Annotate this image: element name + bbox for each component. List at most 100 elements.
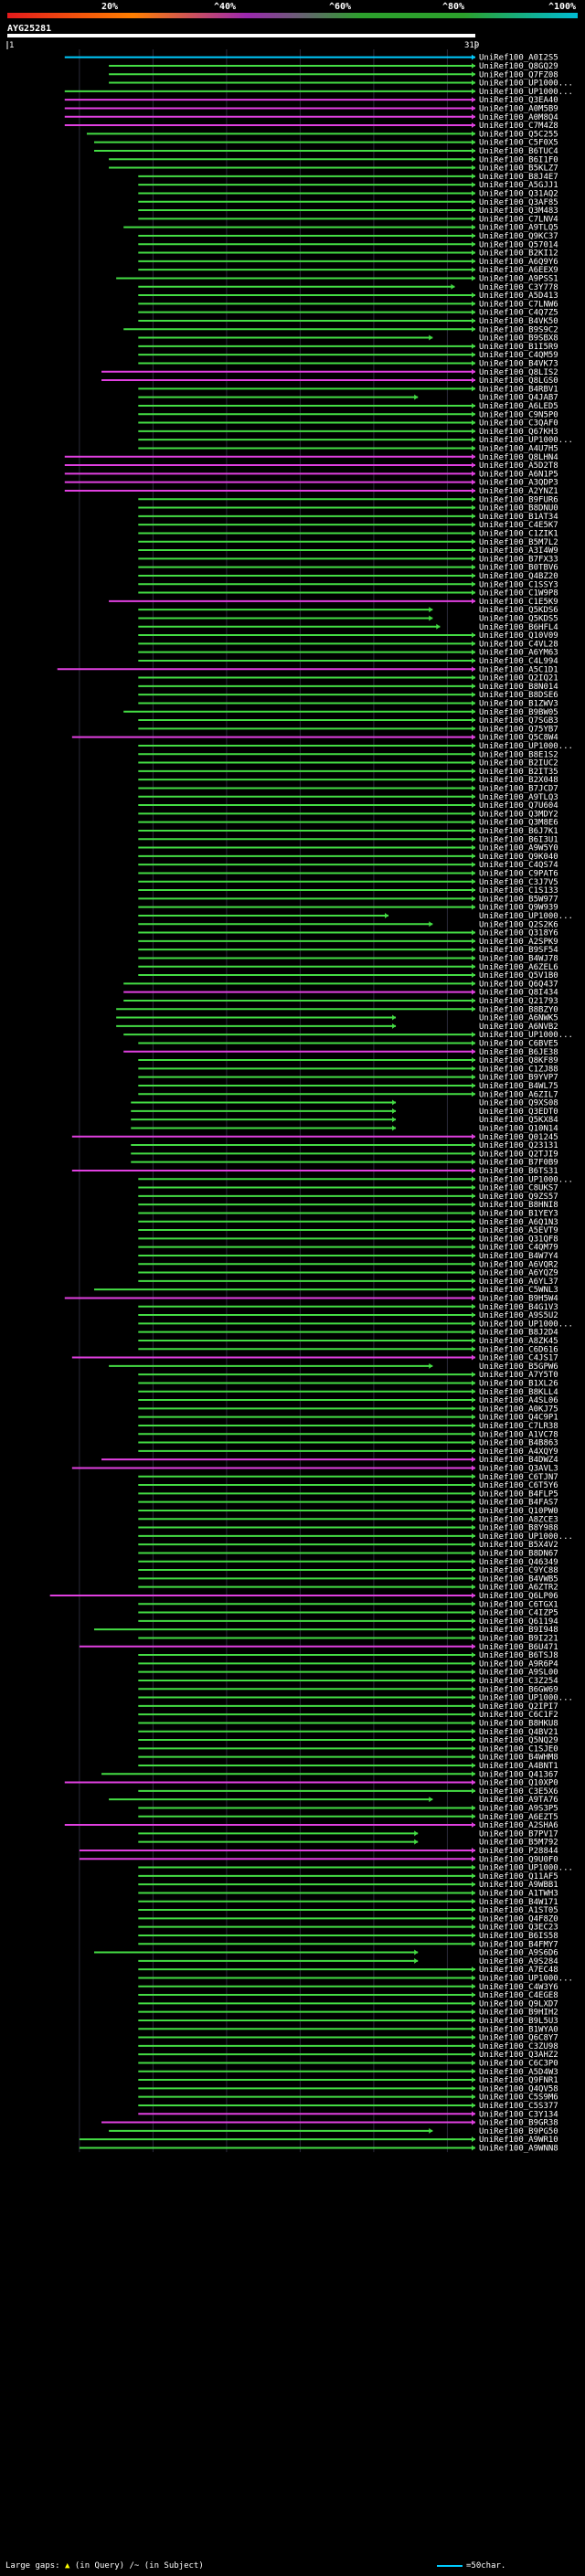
hit-label[interactable]: UniRef100_Q10N14 [479,1124,558,1133]
hit-label[interactable]: UniRef100_Q6LP06 [479,1592,558,1601]
hit-label[interactable]: UniRef100_B9S9C2 [479,325,558,334]
hit-label[interactable]: UniRef100_A3QDP3 [479,479,558,488]
hit-label[interactable]: UniRef100_B6TS31 [479,1167,558,1176]
hit-label[interactable]: UniRef100_A5EVT9 [479,1226,558,1235]
hit-label[interactable]: UniRef100_Q01245 [479,1133,558,1142]
hit-label[interactable]: UniRef100_A6NVB2 [479,1023,558,1032]
hit-label[interactable]: UniRef100_C1ZJ88 [479,1065,558,1074]
hit-label[interactable]: UniRef100_C3Y134 [479,2110,558,2119]
hit-label[interactable]: UniRef100_A4SL06 [479,1396,558,1405]
hit-label[interactable]: UniRef100_Q7U604 [479,801,558,811]
hit-label[interactable]: UniRef100_C6C3P0 [479,2059,558,2068]
hit-label[interactable]: UniRef100_C5WNL3 [479,1286,558,1295]
hit-label[interactable]: UniRef100_B4FAS7 [479,1499,558,1508]
hit-label[interactable]: UniRef100_B8E1S2 [479,750,558,759]
hit-label[interactable]: UniRef100_A9R6P4 [479,1659,558,1669]
hit-label[interactable]: UniRef100_Q9U0F0 [479,1855,558,1864]
hit-label[interactable]: UniRef100_C1E5K9 [479,598,558,607]
hit-label[interactable]: UniRef100_C7LNW6 [479,300,558,309]
hit-label[interactable]: UniRef100_C6TGX1 [479,1600,558,1609]
hit-label[interactable]: UniRef100_Q21793 [479,997,558,1006]
hit-label[interactable]: UniRef100_A5C1D1 [479,665,558,674]
hit-label[interactable]: UniRef100_B6JE38 [479,1048,558,1057]
hit-label[interactable]: UniRef100_C1W9P8 [479,589,558,599]
hit-label[interactable]: UniRef100_Q8KF89 [479,1056,558,1065]
hit-label[interactable]: UniRef100_UP1000... [479,1320,573,1329]
hit-label[interactable]: UniRef100_A4BNT1 [479,1762,558,1771]
hit-label[interactable]: UniRef100_C4Q7Z5 [479,309,558,318]
hit-label[interactable]: UniRef100_B4VK73 [479,359,558,368]
hit-label[interactable]: UniRef100_Q2IQ21 [479,674,558,684]
hit-label[interactable]: UniRef100_Q3AVL3 [479,1464,558,1473]
hit-label[interactable]: UniRef100_UP1000... [479,912,573,921]
hit-label[interactable]: UniRef100_Q3EC23 [479,1924,558,1933]
hit-label[interactable]: UniRef100_C3Z254 [479,1677,558,1686]
hit-label[interactable]: UniRef100_C4W3Y6 [479,1983,558,1992]
hit-label[interactable]: UniRef100_C5S9M6 [479,2094,558,2103]
hit-label[interactable]: UniRef100_B7JCD7 [479,784,558,793]
hit-label[interactable]: UniRef100_Q9LXD7 [479,1999,558,2009]
hit-label[interactable]: UniRef100_B9FUR6 [479,495,558,504]
hit-label[interactable]: UniRef100_C1ZIK1 [479,529,558,538]
hit-label[interactable]: UniRef100_A2SPK9 [479,938,558,947]
hit-label[interactable]: UniRef100_B2IT35 [479,768,558,777]
hit-label[interactable]: UniRef100_A1TWH3 [479,1889,558,1898]
hit-label[interactable]: UniRef100_B6IS58 [479,1932,558,1941]
hit-label[interactable]: UniRef100_C6T5Y6 [479,1481,558,1490]
hit-label[interactable]: UniRef100_Q10V09 [479,631,558,641]
hit-label[interactable]: UniRef100_B8HKU8 [479,1719,558,1728]
hit-label[interactable]: UniRef100_A6ZEL6 [479,963,558,972]
hit-label[interactable]: UniRef100_B9HIH2 [479,2009,558,2018]
hit-label[interactable]: UniRef100_Q8LIS2 [479,368,558,377]
hit-label[interactable]: UniRef100_Q3M483 [479,207,558,216]
hit-label[interactable]: UniRef100_B6J7K1 [479,827,558,836]
hit-label[interactable]: UniRef100_Q7FZ08 [479,70,558,80]
hit-label[interactable]: UniRef100_Q5KDS5 [479,614,558,623]
hit-label[interactable]: UniRef100_A0M8Q4 [479,113,558,122]
hit-label[interactable]: UniRef100_Q5V1B0 [479,971,558,981]
hit-label[interactable]: UniRef100_Q318Y6 [479,929,558,938]
hit-label[interactable]: UniRef100_B4FMY7 [479,1940,558,1949]
hit-label[interactable]: UniRef100_Q57014 [479,240,558,249]
hit-label[interactable]: UniRef100_B4W171 [479,1898,558,1907]
hit-label[interactable]: UniRef100_Q3AHZ2 [479,2051,558,2060]
hit-label[interactable]: UniRef100_Q11AF5 [479,1872,558,1882]
hit-label[interactable]: UniRef100_B1WYA0 [479,2025,558,2034]
hit-label[interactable]: UniRef100_C7LR38 [479,1422,558,1431]
hit-label[interactable]: UniRef100_Q5KDS6 [479,606,558,615]
hit-label[interactable]: UniRef100_B7F0B9 [479,1159,558,1168]
hit-label[interactable]: UniRef100_Q5KX84 [479,1116,558,1125]
hit-label[interactable]: UniRef100_UP1000... [479,1864,573,1873]
hit-label[interactable]: UniRef100_UP1000... [479,80,573,89]
hit-label[interactable]: UniRef100_A6EZT5 [479,1813,558,1822]
hit-label[interactable]: UniRef100_A9S284 [479,1957,558,1966]
hit-label[interactable]: UniRef100_B5KLZ7 [479,164,558,174]
hit-label[interactable]: UniRef100_A6YQZ9 [479,1269,558,1278]
hit-label[interactable]: UniRef100_B5W977 [479,895,558,904]
hit-label[interactable]: UniRef100_UP1000... [479,436,573,445]
hit-label[interactable]: UniRef100_Q2TJI9 [479,1150,558,1159]
hit-label[interactable]: UniRef100_UP1000... [479,1532,573,1542]
hit-label[interactable]: UniRef100_UP1000... [479,88,573,97]
hit-label[interactable]: UniRef100_B9H5W4 [479,1294,558,1303]
hit-label[interactable]: UniRef100_C9N5P0 [479,410,558,419]
hit-label[interactable]: UniRef100_C1S133 [479,886,558,896]
hit-label[interactable]: UniRef100_B9I221 [479,1634,558,1643]
hit-label[interactable]: UniRef100_Q9W939 [479,904,558,913]
hit-label[interactable]: UniRef100_B1AT34 [479,513,558,522]
hit-label[interactable]: UniRef100_Q8LGS0 [479,376,558,386]
hit-label[interactable]: UniRef100_A6ZTR2 [479,1584,558,1593]
hit-label[interactable]: UniRef100_C6D616 [479,1345,558,1354]
hit-label[interactable]: UniRef100_A9WBB1 [479,1881,558,1890]
hit-label[interactable]: UniRef100_B7FX33 [479,555,558,564]
hit-label[interactable]: UniRef100_UP1000... [479,1031,573,1040]
hit-label[interactable]: UniRef100_C3J7V5 [479,878,558,887]
hit-label[interactable]: UniRef100_B6HFL4 [479,623,558,632]
hit-label[interactable]: UniRef100_Q5C8W4 [479,734,558,743]
hit-label[interactable]: UniRef100_B4W7Y4 [479,1252,558,1261]
hit-label[interactable]: UniRef100_A7EC48 [479,1966,558,1975]
hit-label[interactable]: UniRef100_Q10XP0 [479,1779,558,1788]
hit-label[interactable]: UniRef100_A9S5U2 [479,1311,558,1320]
hit-label[interactable]: UniRef100_UP1000... [479,742,573,751]
hit-label[interactable]: UniRef100_A9TA76 [479,1796,558,1805]
